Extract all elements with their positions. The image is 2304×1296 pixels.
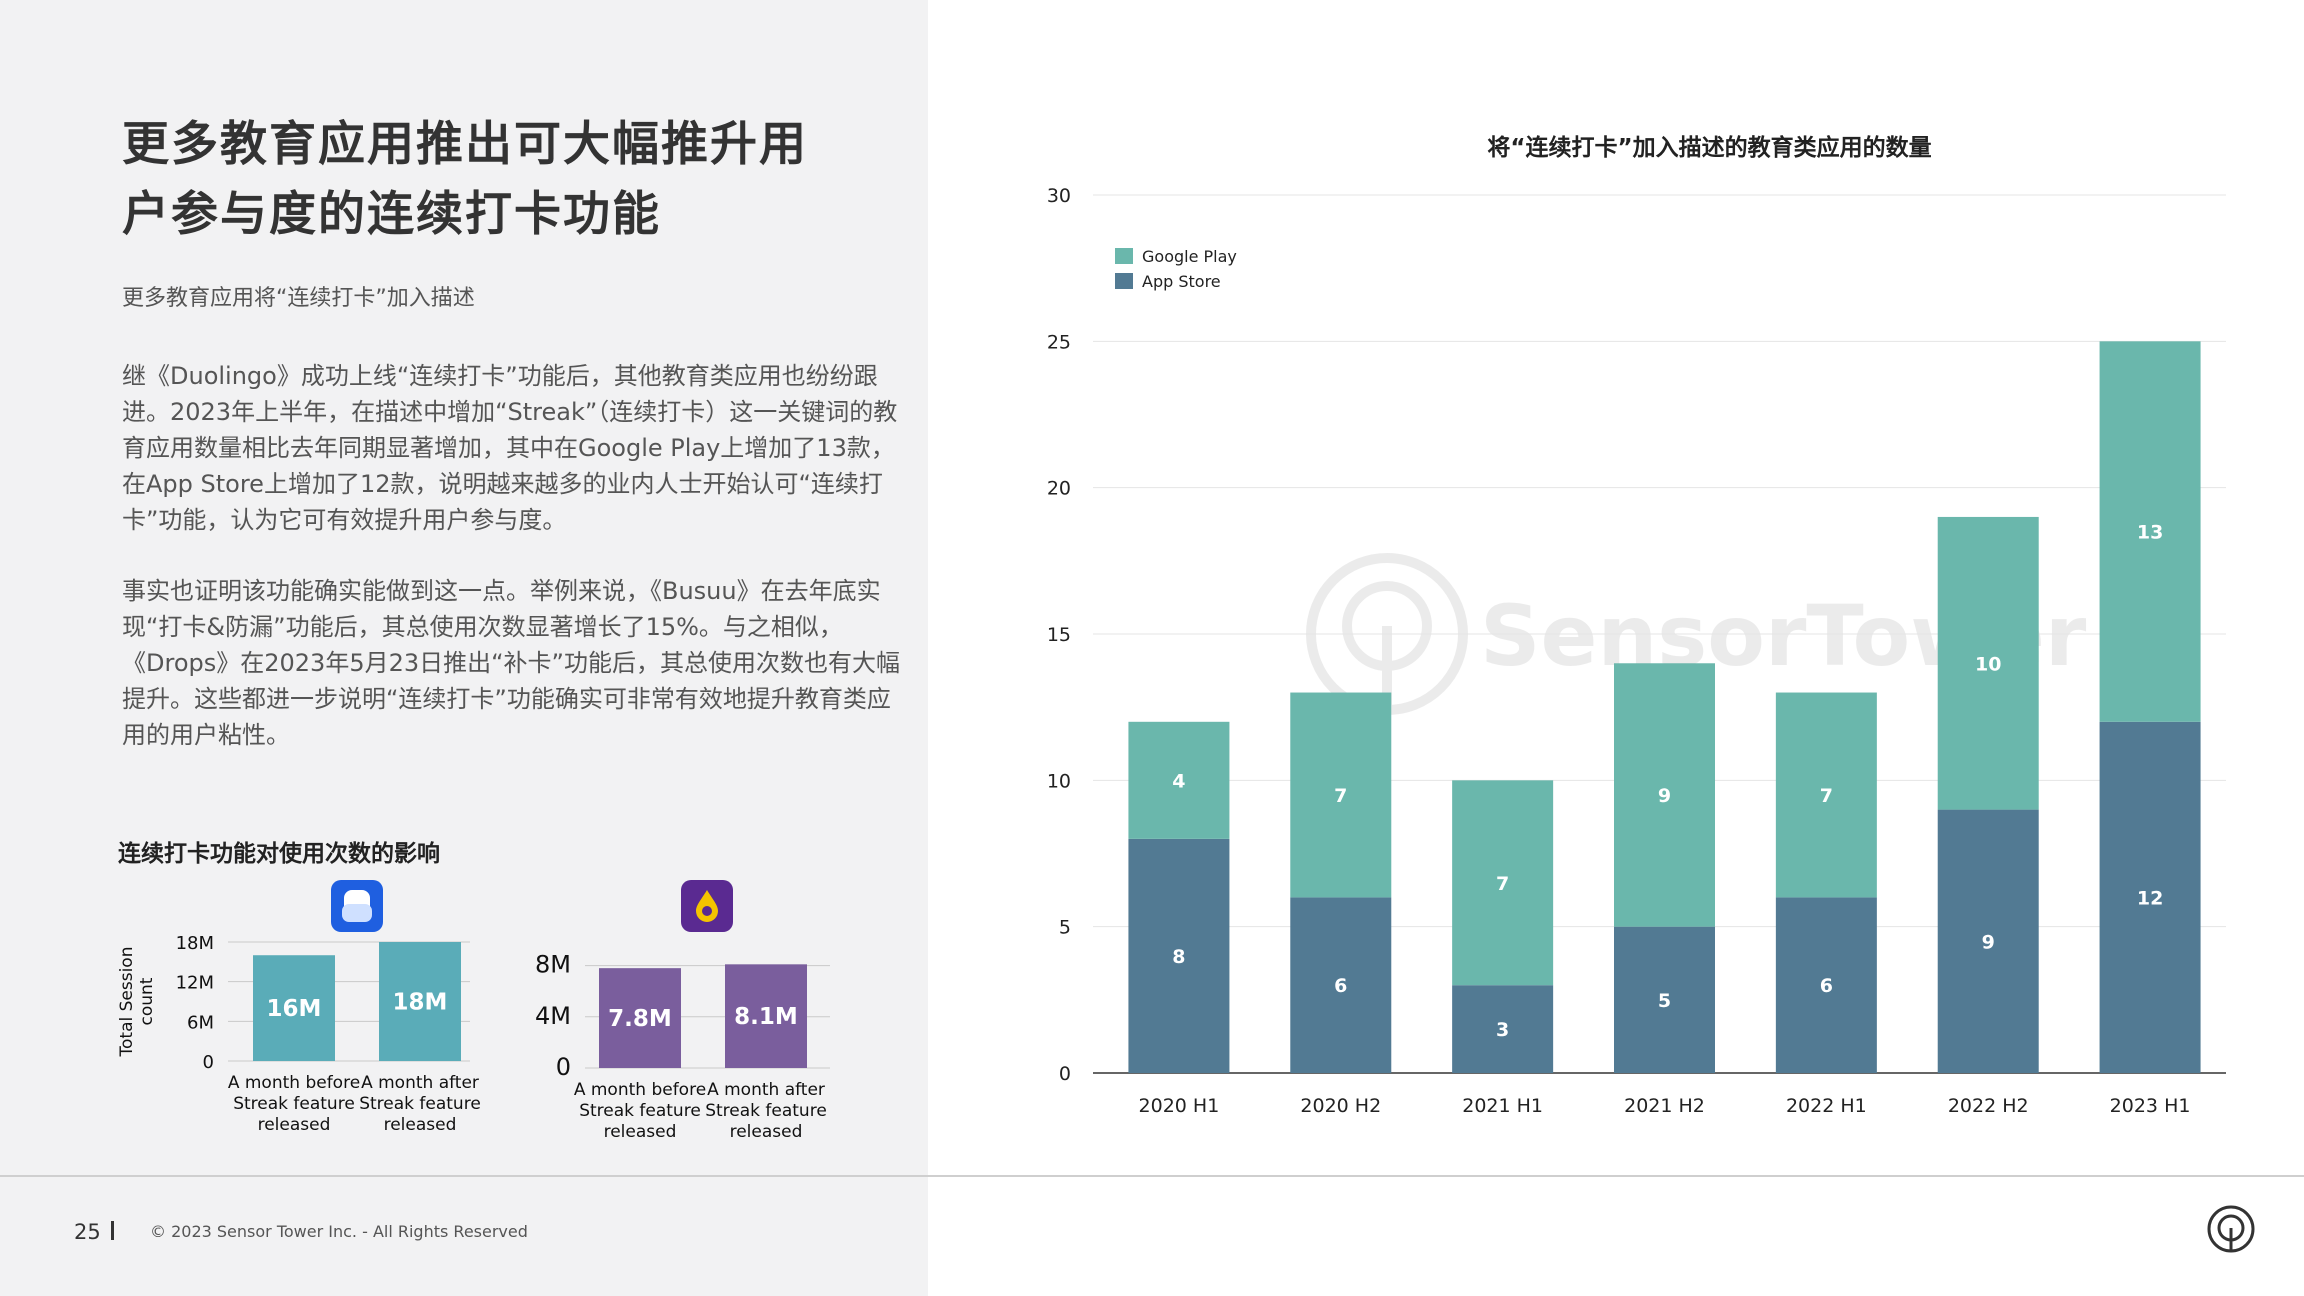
x-tick-label: 2022 H2 <box>1948 1095 2029 1117</box>
bar-google-play <box>1452 780 1554 986</box>
legend-swatch <box>1115 248 1133 264</box>
data-label-google-play: 10 <box>1975 653 2001 675</box>
bar-app-store <box>1775 897 1877 1073</box>
x-tick-label: released <box>258 1115 331 1135</box>
y-tick-label: 30 <box>1047 185 1071 207</box>
data-label: 16M <box>267 996 322 1022</box>
data-label-app-store: 5 <box>1658 990 1671 1012</box>
page-number: 25 <box>74 1220 101 1244</box>
y-tick-label: 10 <box>1047 770 1071 792</box>
bar-app-store <box>1128 838 1230 1073</box>
data-label-google-play: 7 <box>1820 785 1833 807</box>
y-tick-label: 20 <box>1047 478 1071 500</box>
data-label-google-play: 9 <box>1658 785 1671 807</box>
data-label-app-store: 12 <box>2137 887 2163 909</box>
bar-google-play <box>1775 692 1877 898</box>
data-label-google-play: 7 <box>1496 873 1509 895</box>
bar-app-store <box>1452 985 1554 1073</box>
x-tick-label: 2023 H1 <box>2110 1095 2191 1117</box>
y-tick-label: 0 <box>203 1052 214 1073</box>
bar-google-play <box>1614 663 1715 927</box>
chart-title: 将“连续打卡”加入描述的教育类应用的数量 <box>1487 134 1931 161</box>
bar-google-play <box>2099 341 2201 722</box>
data-label-app-store: 9 <box>1982 931 1995 953</box>
page-subtitle: 更多教育应用将“连续打卡”加入描述 <box>122 286 475 311</box>
y-tick-label: 8M <box>535 951 571 979</box>
data-label-app-store: 6 <box>1334 975 1347 997</box>
y-tick-label: 5 <box>1059 917 1071 939</box>
small-chart-title: 连续打卡功能对使用次数的影响 <box>118 841 440 867</box>
page-title: 更多教育应用推出可大幅推升用 户参与度的连续打卡功能 <box>122 110 882 250</box>
y-tick-label: 0 <box>556 1053 571 1081</box>
y-axis-label: Total Session <box>117 947 137 1058</box>
y-tick-label: 4M <box>535 1002 571 1030</box>
x-tick-label: Streak feature <box>579 1101 701 1121</box>
page-title-line-1: 更多教育应用推出可大幅推升用 <box>122 117 808 172</box>
data-label: 8.1M <box>734 1004 798 1030</box>
x-tick-label: Streak feature <box>233 1094 355 1114</box>
x-tick-label: 2022 H1 <box>1786 1095 1867 1117</box>
data-label-google-play: 4 <box>1172 770 1185 792</box>
y-tick-label: 18M <box>176 933 214 954</box>
left-panel: 更多教育应用推出可大幅推升用 户参与度的连续打卡功能 更多教育应用将“连续打卡”… <box>0 0 928 1296</box>
legend-label: App Store <box>1142 272 1221 291</box>
y-tick-label: 12M <box>176 973 214 994</box>
page-title-line-2: 户参与度的连续打卡功能 <box>122 187 661 242</box>
bar <box>379 942 461 1061</box>
x-tick-label: A month before <box>574 1080 706 1100</box>
y-tick-label: 0 <box>1059 1063 1071 1085</box>
busuu-logo-icon <box>342 890 372 922</box>
data-label-google-play: 13 <box>2137 522 2163 544</box>
copyright-text: © 2023 Sensor Tower Inc. - All Rights Re… <box>150 1222 528 1241</box>
bar-google-play <box>1937 516 2039 810</box>
y-axis-label: count <box>137 977 157 1025</box>
data-label-app-store: 6 <box>1820 975 1833 997</box>
x-tick-label: Streak feature <box>359 1094 481 1114</box>
bar <box>725 964 807 1068</box>
x-tick-label: A month before <box>228 1073 360 1093</box>
x-tick-label: released <box>730 1122 803 1142</box>
x-tick-label: 2021 H1 <box>1462 1095 1543 1117</box>
bar-app-store <box>1614 926 1715 1073</box>
body-paragraph-1: 继《Duolingo》成功上线“连续打卡”功能后，其他教育类应用也纷纷跟进。20… <box>122 362 898 534</box>
data-label-app-store: 8 <box>1172 946 1185 968</box>
page-number-separator <box>111 1221 114 1240</box>
y-tick-label: 6M <box>187 1012 214 1033</box>
watermark-logo-inner <box>1342 581 1432 671</box>
legend-swatch <box>1115 273 1133 289</box>
bar-app-store <box>1290 897 1392 1073</box>
y-tick-label: 15 <box>1047 624 1071 646</box>
x-tick-label: A month after <box>707 1080 825 1100</box>
data-label: 7.8M <box>608 1006 672 1032</box>
x-tick-label: released <box>384 1115 457 1135</box>
y-tick-label: 25 <box>1047 331 1071 353</box>
sensor-tower-logo-icon <box>2206 1204 2256 1254</box>
x-tick-label: 2021 H2 <box>1624 1095 1705 1117</box>
x-tick-label: Streak feature <box>705 1101 827 1121</box>
bar-app-store <box>2099 721 2201 1073</box>
footer-divider <box>0 1175 2304 1177</box>
body-paragraph-2: 事实也证明该功能确实能做到这一点。举例来说，《Busuu》在去年底实现“打卡&防… <box>122 577 900 749</box>
data-label: 18M <box>393 990 448 1016</box>
drops-logo-icon <box>696 890 718 922</box>
x-tick-label: A month after <box>361 1073 479 1093</box>
bar <box>253 955 335 1061</box>
x-tick-label: released <box>604 1122 677 1142</box>
bar-google-play <box>1128 721 1230 839</box>
streak-apps-stacked-bar-chart: SensorTower将“连续打卡”加入描述的教育类应用的数量051015202… <box>1047 134 2226 1117</box>
bar <box>599 968 681 1068</box>
legend-label: Google Play <box>1142 247 1237 266</box>
bar-google-play <box>1290 692 1392 898</box>
bar-app-store <box>1937 809 2039 1073</box>
x-tick-label: 2020 H2 <box>1300 1095 1381 1117</box>
data-label-app-store: 3 <box>1496 1019 1509 1041</box>
data-label-google-play: 7 <box>1334 785 1347 807</box>
x-tick-label: 2020 H1 <box>1139 1095 1220 1117</box>
busuu-app-icon <box>331 880 383 932</box>
drops-app-icon <box>681 880 733 932</box>
